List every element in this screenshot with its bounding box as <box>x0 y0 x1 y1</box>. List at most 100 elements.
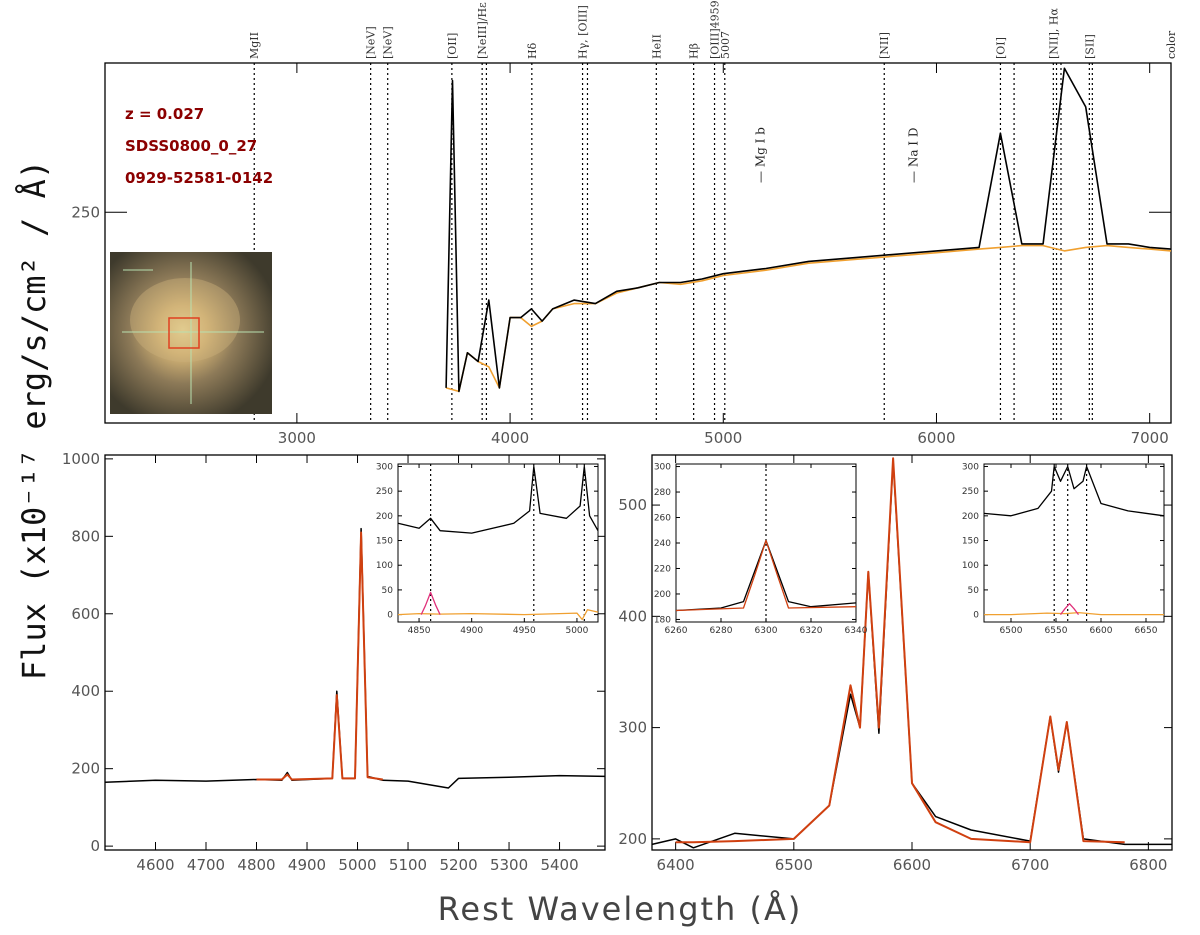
y-tick-label: 0 <box>387 611 393 621</box>
y-tick-label: 300 <box>618 719 647 737</box>
y-tick-label: 240 <box>654 539 671 549</box>
x-tick-label: 6280 <box>710 626 733 636</box>
x-tick-label: 5000 <box>565 626 588 636</box>
x-tick-label: 4900 <box>288 856 326 874</box>
inset-spectrum-line <box>984 611 1164 616</box>
emission-line-label: [NeV] <box>382 26 395 59</box>
fitted-model-line <box>256 531 383 781</box>
y-tick-label: 200 <box>618 830 647 848</box>
y-tick-label: 0 <box>973 611 979 621</box>
emission-line-label: [NeIII]/Hε <box>476 2 489 59</box>
inset-frame <box>675 463 857 623</box>
x-tick-label: 4950 <box>513 626 536 636</box>
spectrum-annotation: SDSS0800_0_27 <box>125 137 257 155</box>
y-tick-label: 300 <box>962 462 979 472</box>
y-tick-label: 200 <box>654 590 671 600</box>
y-tick-label: 0 <box>90 837 100 855</box>
y-tick-label: 250 <box>71 203 100 221</box>
inset-frame <box>983 463 1165 623</box>
y-tick-label: 180 <box>654 615 671 625</box>
x-tick-label: 5000 <box>338 856 376 874</box>
y-tick-label: 220 <box>654 564 671 574</box>
hbeta-plot-frame <box>104 454 606 851</box>
top-spectrum-panel: 3000 4000 5000 6000 7000 250 MgII [NeV] [NeV] [OI… <box>71 0 1178 447</box>
emission-line-label: [SII] <box>1083 34 1096 59</box>
y-tick-label: 300 <box>654 463 671 473</box>
y-tick-label: 100 <box>376 561 393 571</box>
x-tick-label: 6000 <box>917 429 955 447</box>
model-spectrum-line <box>445 244 1172 393</box>
emission-line-label: MgII <box>248 32 261 59</box>
emission-line-label: [OII] <box>446 33 459 59</box>
x-tick-label: 5300 <box>490 856 528 874</box>
x-tick-label: 4800 <box>237 856 275 874</box>
inset-spectrum-line <box>397 465 599 534</box>
y-tick-label: 150 <box>376 537 393 547</box>
inset-spectrum-line <box>983 465 1165 517</box>
x-tick-label: 5400 <box>540 856 578 874</box>
x-tick-label: 6260 <box>665 626 688 636</box>
x-tick-label: 6550 <box>1045 626 1068 636</box>
galaxy-thumbnail-image <box>110 252 272 414</box>
inset-spectrum-line <box>397 609 599 621</box>
x-tick-label: 3000 <box>278 429 316 447</box>
spectrum-annotation: 0929-52581-0142 <box>125 169 273 187</box>
y-tick-label: 300 <box>376 462 393 472</box>
y-axis-title: Flux (x10⁻¹⁷ erg/s/cm² / Å) <box>15 160 53 680</box>
x-tick-label: 5100 <box>389 856 427 874</box>
x-tick-label: 6700 <box>1011 856 1049 874</box>
x-tick-label: 6500 <box>775 856 813 874</box>
emission-line-label: [OIII]4959 <box>709 0 722 59</box>
y-tick-label: 600 <box>71 605 100 623</box>
x-tick-label: 4850 <box>408 626 431 636</box>
x-tick-label: 4900 <box>460 626 483 636</box>
y-tick-label: 800 <box>71 527 100 545</box>
y-tick-label: 400 <box>618 607 647 625</box>
emission-line-label: color <box>1165 30 1178 59</box>
y-tick-label: 50 <box>382 586 394 596</box>
y-tick-label: 200 <box>376 512 393 522</box>
spectrum-annotation: z = 0.027 <box>125 105 204 123</box>
y-tick-label: 50 <box>968 586 980 596</box>
hbeta-oiii-panel: 4600 4700 4800 4900 5000 5100 5200 5300 5400 0 200… <box>62 450 606 874</box>
emission-line-label: 5007 <box>719 31 732 59</box>
y-tick-label: 400 <box>71 682 100 700</box>
x-tick-label: 6300 <box>755 626 778 636</box>
observed-spectrum-line <box>445 67 1172 393</box>
x-tick-label: 6600 <box>1090 626 1113 636</box>
emission-line-label: Hδ <box>526 42 539 59</box>
x-tick-label: 7000 <box>1131 429 1169 447</box>
x-tick-label: 6340 <box>845 626 868 636</box>
inset-spectrum-line <box>1059 603 1080 615</box>
x-tick-label: 6500 <box>1000 626 1023 636</box>
emission-line-label: [NII], Hα <box>1047 8 1060 59</box>
x-tick-label: 6320 <box>800 626 823 636</box>
absorption-line-label: — Mg I b <box>754 127 768 183</box>
emission-line-label: [NII] <box>878 32 891 59</box>
emission-line-label: HeII <box>650 34 663 59</box>
emission-line-label: Hγ, [OIII] <box>577 5 590 59</box>
x-tick-label: 4000 <box>491 429 529 447</box>
y-tick-label: 200 <box>71 760 100 778</box>
y-tick-label: 150 <box>962 537 979 547</box>
y-tick-label: 280 <box>654 488 671 498</box>
y-tick-label: 100 <box>962 561 979 571</box>
x-tick-label: 4700 <box>187 856 225 874</box>
absorption-line-label: — Na I D <box>907 128 921 183</box>
x-tick-label: 6400 <box>657 856 695 874</box>
inset-spectrum-line <box>420 591 441 615</box>
x-tick-label: 4600 <box>136 856 174 874</box>
y-tick-label: 250 <box>962 487 979 497</box>
x-tick-label: 6800 <box>1129 856 1167 874</box>
y-tick-label: 260 <box>654 514 671 524</box>
y-tick-label: 500 <box>618 496 647 514</box>
fitted-model-line <box>675 457 1125 844</box>
y-tick-label: 200 <box>962 512 979 522</box>
y-tick-label: 250 <box>376 487 393 497</box>
emission-line-label: [NeV] <box>365 26 378 59</box>
x-tick-label: 5000 <box>704 429 742 447</box>
emission-line-label: [OI] <box>994 37 1007 59</box>
y-tick-label: 1000 <box>62 450 100 468</box>
